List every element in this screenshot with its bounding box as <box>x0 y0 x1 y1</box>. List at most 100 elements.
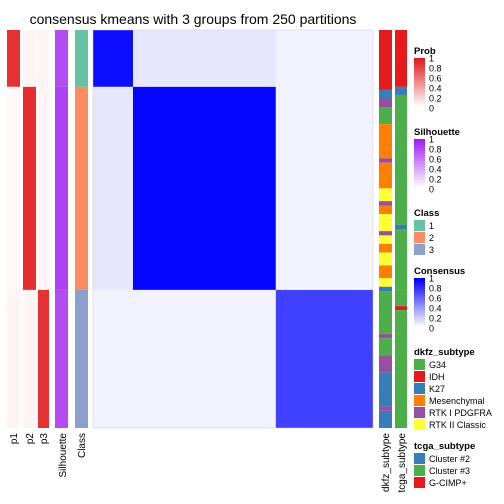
legend-gradient-step <box>414 141 425 144</box>
legend-gradient-step <box>414 294 425 297</box>
legend-title-tcga-subtype: tcga_subtype <box>414 441 475 452</box>
dkfz-segment-22 <box>379 372 392 407</box>
legend-gradient-step <box>414 159 425 162</box>
column-label-p3: p3 <box>39 433 50 445</box>
legend-item-label: Cluster #3 <box>429 466 470 476</box>
legend-item-label: IDH <box>429 372 445 382</box>
anno-p1-group-1 <box>7 30 20 87</box>
dkfz-segment-16 <box>379 278 392 287</box>
consensus-block-2-3 <box>275 86 373 290</box>
dkfz-segment-17 <box>379 286 392 292</box>
legend-gradient-step <box>414 322 425 325</box>
legend-gradient-step <box>414 161 425 164</box>
dkfz-segment-20 <box>379 338 392 356</box>
anno-class-group-1 <box>75 30 88 87</box>
tcga-segment-3 <box>395 224 407 229</box>
legend-swatch <box>414 453 425 464</box>
tcga-segment-2 <box>395 94 407 225</box>
legend-gradient-step <box>414 153 425 156</box>
dkfz-segment-11 <box>379 231 392 236</box>
legend-gradient-step <box>414 92 425 95</box>
tcga-segment-7 <box>395 310 407 428</box>
legend-gradient-step <box>414 326 425 329</box>
column-label-class: Class <box>77 433 88 458</box>
legends: Prob10.80.60.40.20Silhouette10.80.60.40.… <box>414 46 492 488</box>
tcga-segment-4 <box>395 229 407 290</box>
legend-tick-label: 0.2 <box>429 175 442 185</box>
legend-gradient-step <box>414 145 425 148</box>
legend-gradient-step <box>414 66 425 69</box>
legend-tick-label: 1 <box>429 135 434 145</box>
legend-tick-label: 0.8 <box>429 145 442 155</box>
legend-gradient-step <box>414 167 425 170</box>
dkfz-segment-6 <box>379 162 392 189</box>
legend-gradient-step <box>414 169 425 172</box>
column-labels: p1 p2 p3 Silhouette Class dkfz_subtype tcga_su… <box>9 433 408 493</box>
legend-gradient-step <box>414 320 425 323</box>
legend-gradient-step <box>414 187 425 190</box>
legend-gradient-step <box>414 165 425 168</box>
legend-title-prob: Prob <box>414 46 436 57</box>
legend-gradient-step <box>414 151 425 154</box>
legend-gradient-step <box>414 96 425 99</box>
anno-silhouette-group-1 <box>55 30 68 87</box>
legend-tick-label: 1 <box>429 54 434 64</box>
consensus-matrix <box>92 29 374 429</box>
legend-gradient-step <box>414 171 425 174</box>
legend-gradient-step <box>414 86 425 89</box>
legend-swatch <box>414 244 425 255</box>
legend-tick-label: 0.8 <box>429 284 442 294</box>
legend-gradient-step <box>414 157 425 160</box>
legend-gradient-step <box>414 74 425 77</box>
anno-p2-group-1 <box>23 30 36 87</box>
legend-gradient-step <box>414 318 425 321</box>
dkfz-segment-10 <box>379 214 392 232</box>
dkfz-segment-1 <box>379 89 392 99</box>
legend-tick-label: 0.6 <box>429 294 442 304</box>
legend-gradient-step <box>414 78 425 81</box>
legend-item-label: K27 <box>429 384 445 394</box>
legend-gradient-step <box>414 70 425 73</box>
legend-tick-label: 0.2 <box>429 314 442 324</box>
column-label-silhouette: Silhouette <box>58 433 69 478</box>
dkfz-segment-21 <box>379 355 392 373</box>
legend-gradient-step <box>414 292 425 295</box>
legend-title-consensus: Consensus <box>414 266 465 277</box>
legend-item-label: RTK I PDGFRA <box>429 408 492 418</box>
legend-swatch <box>414 465 425 476</box>
legend-gradient-step <box>414 308 425 311</box>
legend-tick-label: 0.4 <box>429 165 442 175</box>
legend-swatch <box>414 359 425 370</box>
legend-gradient-step <box>414 185 425 188</box>
legend-gradient-step <box>414 84 425 87</box>
legend-swatch <box>414 419 425 430</box>
legend-gradient-step <box>414 76 425 79</box>
legend-item-label: 3 <box>429 245 434 255</box>
legend-title-dkfz-subtype: dkfz_subtype <box>414 347 475 358</box>
legend-gradient-step <box>414 310 425 313</box>
legend-tick-label: 0.6 <box>429 155 442 165</box>
legend-tick-label: 0 <box>429 185 434 195</box>
chart-title: consensus kmeans with 3 groups from 250 … <box>30 11 357 27</box>
anno-class-group-3 <box>75 289 88 428</box>
legend-swatch <box>414 407 425 418</box>
legend-gradient-step <box>414 312 425 315</box>
legend-gradient-step <box>414 284 425 287</box>
legend-gradient-step <box>414 143 425 146</box>
consensus-block-3-1 <box>93 289 133 428</box>
legend-gradient-step <box>414 139 425 142</box>
legend-gradient-step <box>414 181 425 184</box>
dkfz-segment-14 <box>379 252 392 266</box>
consensus-block-1-3 <box>275 30 373 87</box>
tcga-segment-0 <box>395 30 407 87</box>
legend-gradient-step <box>414 94 425 97</box>
legend-gradient-step <box>414 290 425 293</box>
legend-gradient-step <box>414 177 425 180</box>
legend-tick-label: 0.4 <box>429 84 442 94</box>
matrix-border <box>92 29 374 429</box>
dkfz-segment-3 <box>379 107 392 125</box>
legend-tick-label: 0 <box>429 324 434 334</box>
legend-gradient-step <box>414 300 425 303</box>
legend-gradient-step <box>414 286 425 289</box>
legend-gradient-step <box>414 72 425 75</box>
